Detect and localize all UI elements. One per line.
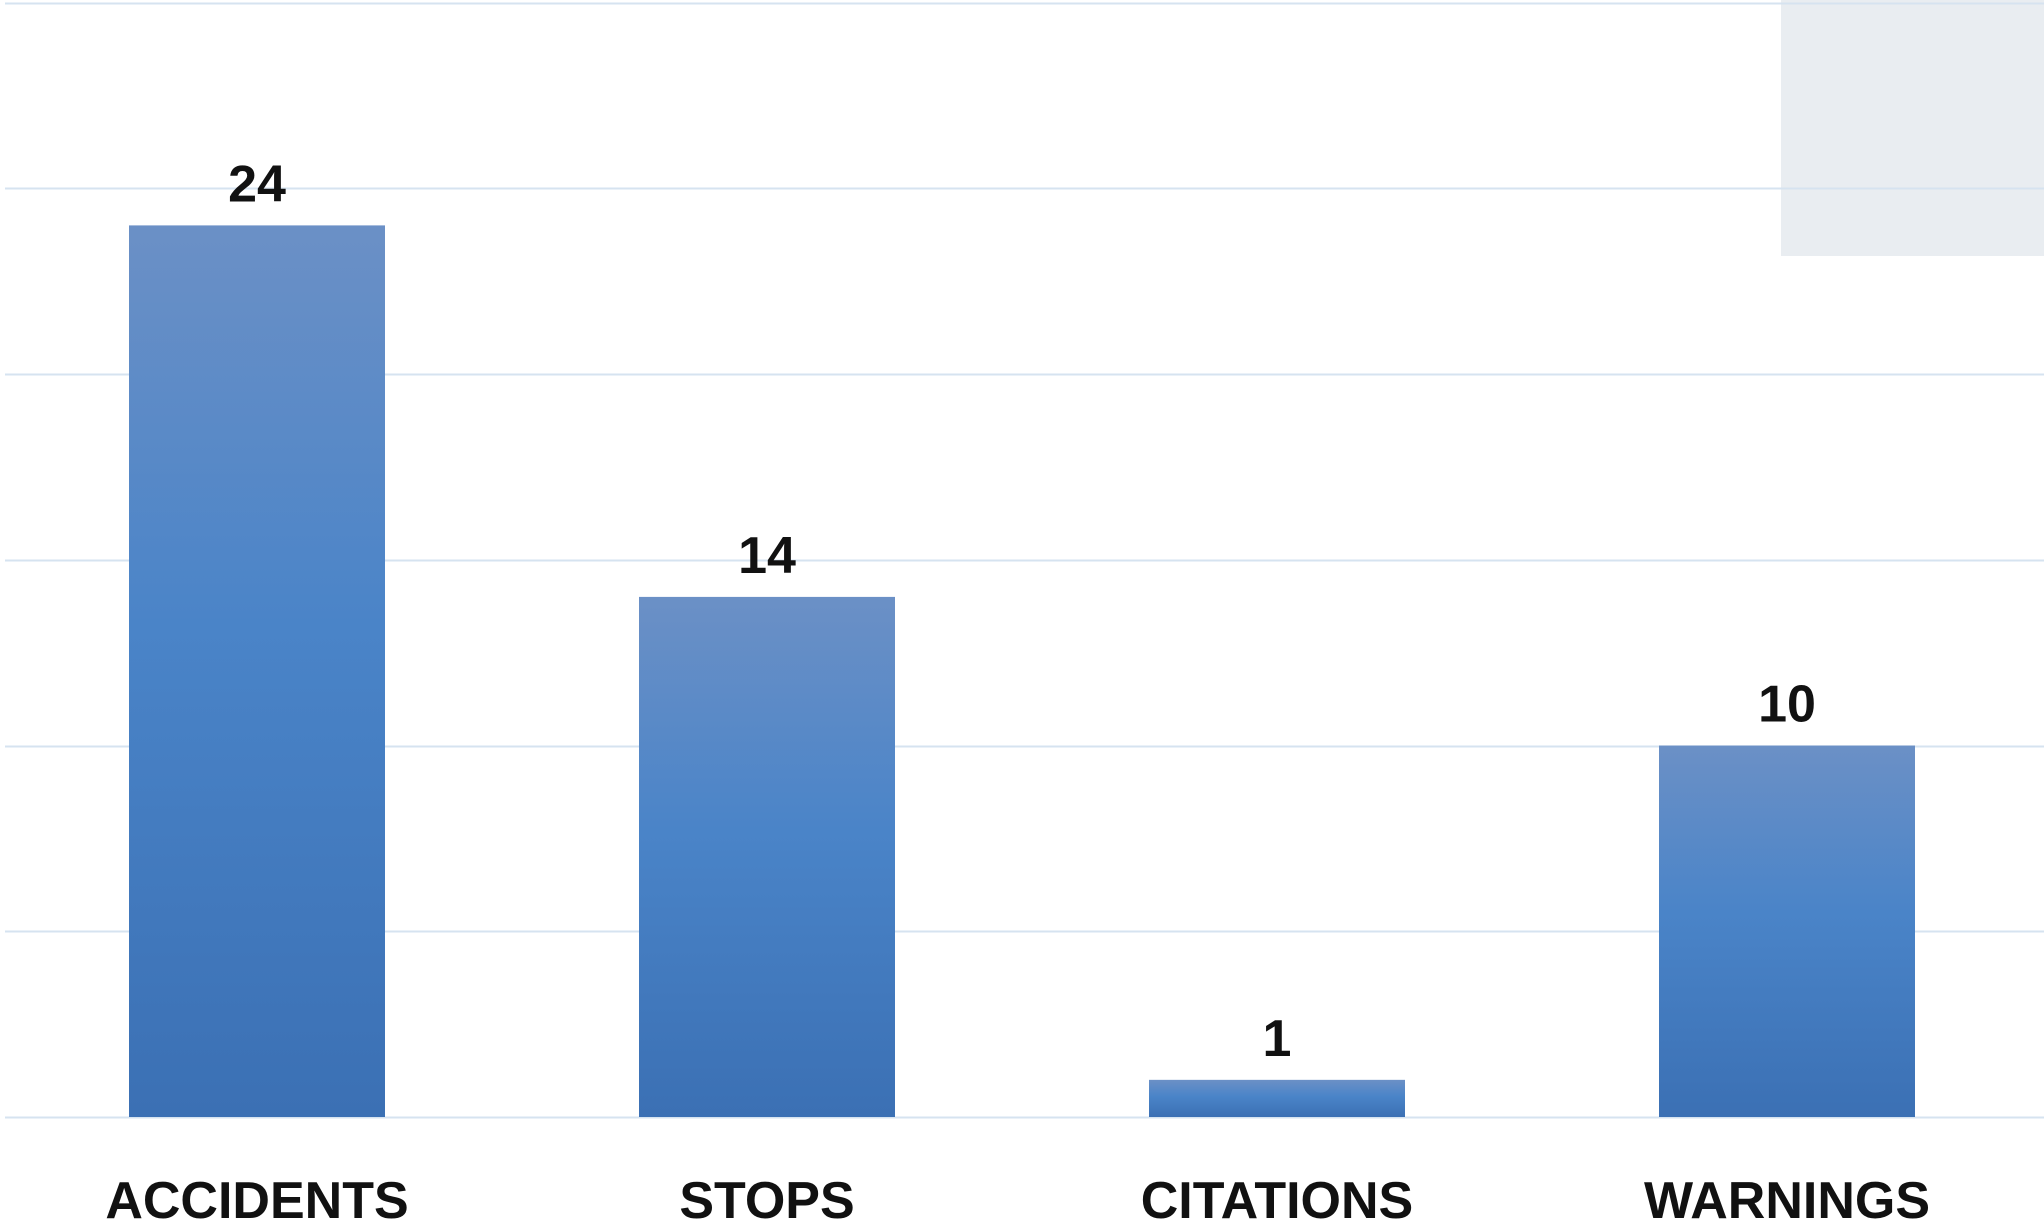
bar-stops bbox=[639, 596, 895, 1117]
data-label-warnings: 10 bbox=[1758, 676, 1816, 734]
data-label-stops: 14 bbox=[738, 527, 796, 585]
category-label-citations: CITATIONS bbox=[1141, 1172, 1414, 1227]
category-labels: ACCIDENTS STOPS CITATIONS WARNINGS bbox=[105, 1172, 1930, 1227]
bar-citations bbox=[1149, 1079, 1405, 1117]
data-labels: 24 14 1 10 bbox=[228, 155, 1816, 1067]
data-label-citations: 1 bbox=[1263, 1010, 1292, 1068]
bar-accidents bbox=[129, 225, 385, 1117]
data-label-accidents: 24 bbox=[228, 155, 286, 213]
category-label-accidents: ACCIDENTS bbox=[105, 1172, 408, 1227]
corner-shading-box bbox=[1781, 0, 2044, 256]
category-label-warnings: WARNINGS bbox=[1644, 1172, 1930, 1227]
category-label-stops: STOPS bbox=[679, 1172, 854, 1227]
bar-warnings bbox=[1659, 745, 1915, 1117]
bars bbox=[129, 225, 1915, 1117]
